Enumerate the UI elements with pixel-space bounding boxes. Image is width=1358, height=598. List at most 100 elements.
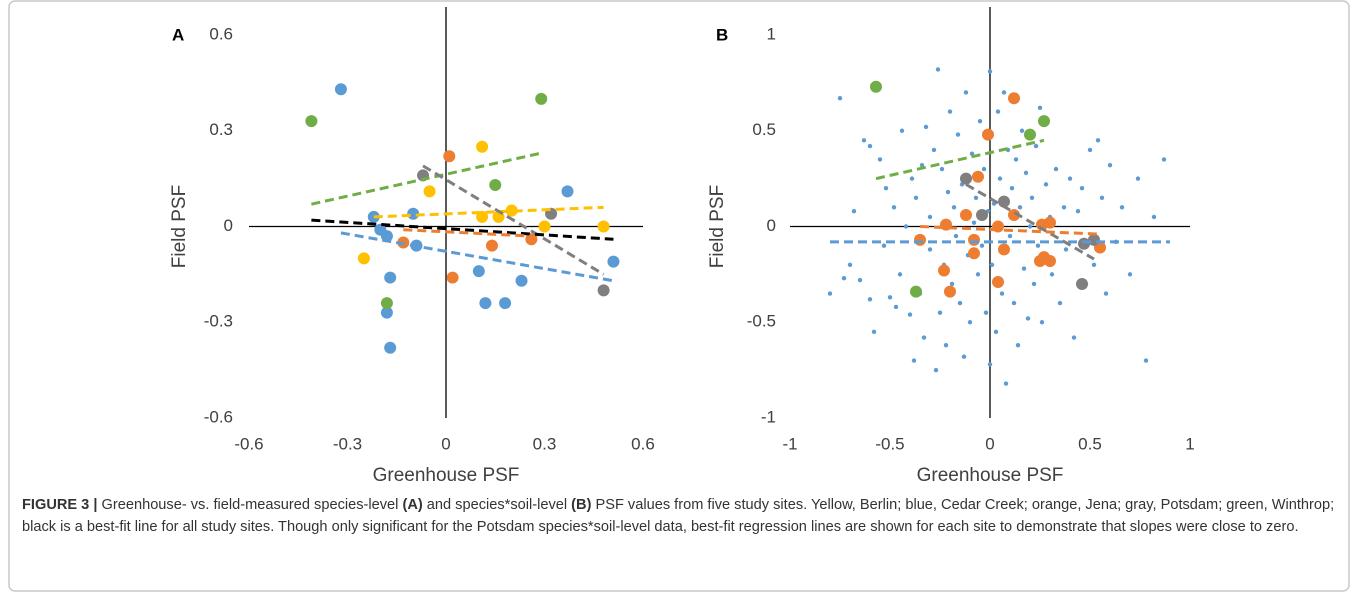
point (957, 300, 963, 306)
point (472, 265, 485, 278)
point (999, 291, 1005, 296)
point (947, 109, 953, 114)
x-tick-label: 0.6 (631, 434, 655, 453)
point (489, 179, 502, 192)
point (919, 163, 925, 168)
y-tick-label: -0.3 (204, 312, 233, 331)
point (870, 80, 882, 93)
point (1053, 166, 1059, 172)
point (983, 310, 989, 315)
point (897, 272, 903, 277)
point (973, 195, 979, 200)
point (1127, 272, 1133, 277)
point (1037, 105, 1043, 110)
trendline (875, 138, 1045, 181)
point (1017, 205, 1023, 210)
point (1025, 316, 1031, 321)
point (998, 243, 1010, 256)
point (998, 195, 1010, 208)
y-tick-label: 0.5 (752, 120, 776, 139)
point (841, 276, 847, 281)
point (939, 166, 945, 172)
point (1151, 214, 1157, 220)
point (384, 341, 397, 354)
trendline (919, 225, 1101, 236)
x-axis-title: Greenhouse PSF (917, 465, 1064, 486)
point (851, 208, 857, 214)
point (1008, 92, 1020, 105)
point (861, 138, 867, 143)
point (903, 224, 909, 229)
point (937, 310, 943, 315)
y-tick-label: -1 (761, 407, 776, 426)
point (960, 172, 972, 185)
caption-text: and species*soil-level (422, 497, 572, 513)
point (1039, 320, 1045, 325)
point (914, 233, 926, 246)
point (525, 233, 538, 246)
point (989, 262, 995, 267)
point (1019, 128, 1025, 133)
trendline (965, 183, 1095, 261)
point (909, 176, 915, 181)
point (485, 239, 498, 252)
trendline (340, 231, 614, 283)
x-axis-title: Greenhouse PSF (373, 465, 520, 486)
x-tick-label: -0.5 (875, 434, 904, 453)
x-tick-label: 0.5 (1078, 434, 1102, 453)
point (305, 115, 318, 128)
point (979, 243, 985, 248)
trendline (311, 218, 614, 241)
point (933, 367, 939, 373)
point (927, 214, 933, 220)
figure-frame (8, 0, 1350, 592)
point (1043, 182, 1049, 187)
point (883, 186, 889, 191)
point (1099, 195, 1105, 200)
point (911, 358, 917, 363)
x-tick-label: 1 (1185, 434, 1194, 453)
point (1057, 300, 1063, 306)
point (981, 166, 987, 172)
point (935, 67, 941, 72)
panel-label: A (172, 25, 184, 44)
point (982, 128, 994, 141)
point (921, 335, 927, 340)
point (967, 320, 973, 325)
point (1009, 186, 1015, 191)
point (955, 132, 961, 137)
point (867, 143, 873, 149)
point (1088, 233, 1100, 246)
point (971, 220, 977, 225)
point (423, 185, 436, 198)
point (899, 128, 905, 133)
point (995, 109, 1001, 114)
point (949, 281, 955, 287)
point (877, 157, 883, 162)
point (597, 284, 610, 297)
point (499, 297, 512, 310)
point (1038, 251, 1050, 264)
point (1038, 115, 1050, 128)
point (1095, 138, 1101, 143)
point (910, 285, 922, 298)
point (1061, 205, 1067, 210)
point (561, 185, 574, 198)
figure-label: FIGURE 3 | (22, 497, 98, 513)
point (893, 304, 899, 310)
point (938, 264, 950, 277)
point (1011, 300, 1017, 306)
point (923, 124, 929, 130)
y-tick-label: -0.6 (204, 407, 233, 426)
point (1013, 157, 1019, 162)
point (1023, 170, 1029, 176)
caption-text: Greenhouse- vs. field-measured species-l… (101, 497, 403, 513)
point (443, 150, 456, 163)
point (1029, 195, 1035, 200)
point (1001, 90, 1007, 95)
point (1044, 216, 1056, 229)
point (380, 306, 393, 319)
x-tick-label: 0 (985, 434, 994, 453)
point (969, 151, 975, 156)
trendline (422, 164, 605, 276)
